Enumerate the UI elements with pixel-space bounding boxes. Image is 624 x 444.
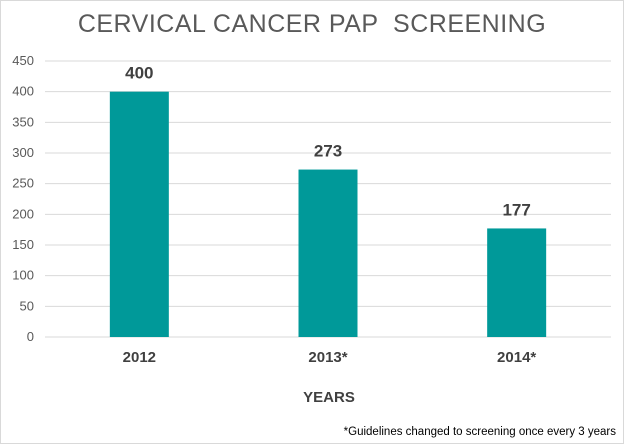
footnote: *Guidelines changed to screening once ev…: [343, 426, 616, 438]
y-tick-label: 50: [20, 298, 34, 313]
bars: [109, 91, 547, 338]
y-tick-label: 150: [12, 237, 34, 252]
data-label: 400: [125, 64, 153, 83]
x-tick-label: 2014*: [497, 349, 536, 366]
bar-2013: [298, 169, 358, 337]
y-tick-label: 200: [12, 206, 34, 221]
y-tick-label: 100: [12, 268, 34, 283]
bar-2014: [487, 228, 547, 337]
y-tick-label: 400: [12, 84, 34, 99]
y-tick-label: 250: [12, 176, 34, 191]
y-tick-label: 450: [12, 53, 34, 68]
y-axis-ticks: 0 50 100 150 200 250 300 350 400 450: [12, 53, 34, 344]
x-tick-label: 2012: [123, 349, 156, 366]
y-tick-label: 350: [12, 114, 34, 129]
chart-title: CERVICAL CANCER PAP SCREENING: [77, 10, 547, 38]
y-tick-label: 0: [27, 329, 34, 344]
y-tick-label: 300: [12, 145, 34, 160]
bar-2012: [109, 91, 169, 338]
data-label: 177: [502, 200, 530, 219]
x-axis-title: YEARS: [303, 389, 355, 406]
x-axis-ticks: 2012 2013* 2014*: [123, 349, 537, 366]
data-labels: 400 273 177: [125, 64, 531, 220]
x-tick-label: 2013*: [308, 349, 347, 366]
data-label: 273: [314, 142, 342, 161]
